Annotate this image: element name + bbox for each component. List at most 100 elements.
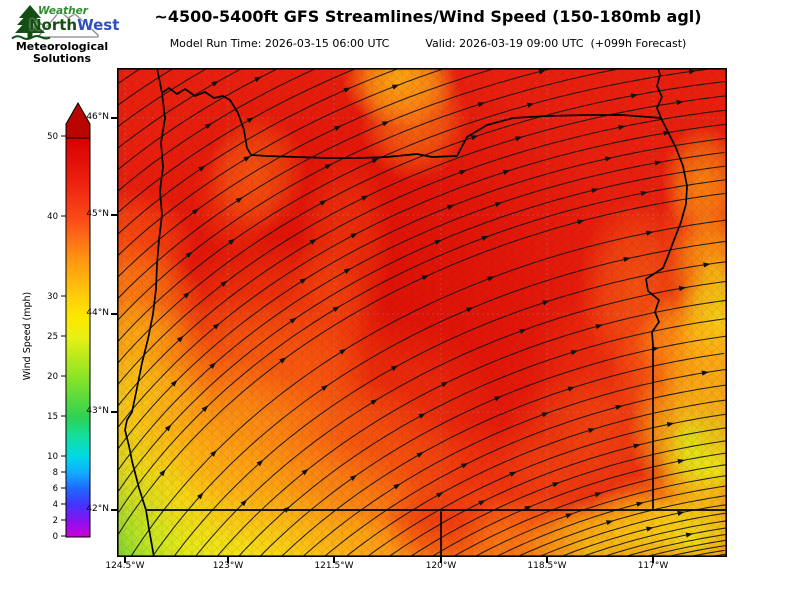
streamline-arrow-icon [183, 291, 191, 299]
logo-weather-text: Weather [38, 5, 88, 17]
streamline [453, 464, 727, 557]
lon-label: 117°W [637, 561, 669, 571]
colorbar-extend-arrow [65, 101, 91, 139]
streamline-arrow-icon [538, 69, 546, 75]
snake-river-idaho-border-line [645, 117, 688, 511]
streamline-arrow-icon [256, 459, 264, 467]
streamline [689, 549, 725, 558]
lat-label: 45°N [86, 209, 109, 219]
lat-tick-mark [111, 214, 117, 216]
streamline [117, 66, 143, 85]
streamline [259, 335, 727, 557]
streamline-arrow-icon [170, 379, 178, 387]
streamline-arrow-icon [487, 276, 495, 282]
streamline [625, 533, 729, 558]
streamline-arrow-icon [519, 328, 527, 334]
streamline-arrow-icon [279, 357, 287, 364]
streamline [117, 109, 728, 407]
streamline-arrow-icon [678, 286, 687, 292]
streamline-arrow-icon [636, 501, 644, 507]
streamline-arrow-icon [393, 483, 401, 490]
streamline-arrow-icon [618, 124, 626, 131]
streamline-arrow-icon [654, 160, 662, 166]
streamline [603, 527, 726, 558]
lon-tick-mark [124, 557, 126, 563]
streamline-arrow-icon [361, 195, 369, 201]
streamline-arrow-icon [623, 256, 631, 263]
streamline [367, 413, 727, 557]
streamline-arrow-icon [477, 102, 486, 108]
streamline-arrow-icon [434, 239, 442, 245]
streamline-arrow-icon [390, 365, 399, 372]
streamline-arrow-icon [370, 399, 378, 406]
lon-label: 121.5°W [314, 561, 354, 571]
streamline-arrow-icon [416, 452, 424, 458]
coastline-line [124, 67, 166, 558]
streamline-arrow-icon [594, 492, 603, 498]
mesh-texture [117, 68, 727, 557]
streamline-arrow-icon [228, 238, 236, 245]
colorbar-tick-label: 15 [47, 412, 58, 422]
streamline [668, 544, 728, 558]
streamline-arrow-icon [466, 307, 474, 313]
streamline-arrow-icon [478, 500, 486, 506]
lat-tick-mark [111, 117, 117, 119]
streamline-arrow-icon [210, 450, 217, 457]
logo-tree-mountain-icon [11, 5, 99, 40]
streamline-arrow-icon [447, 204, 455, 210]
streamline-arrow-icon [343, 87, 351, 93]
streamline [238, 317, 728, 557]
streamline-arrow-icon [640, 190, 648, 197]
streamline [117, 80, 726, 364]
streamline-arrow-icon [677, 458, 685, 464]
streamline-arrow-icon [349, 474, 357, 482]
streamline-arrow-icon [645, 230, 654, 236]
colorbar-tick-label: 0 [53, 532, 58, 542]
streamline-arrow-icon [633, 443, 641, 449]
logo-subtitle-line1: Meteorological [15, 40, 109, 53]
lat-tick-mark [111, 509, 117, 511]
streamline-arrow-icon [440, 381, 449, 388]
streamline-arrow-icon [289, 317, 297, 324]
colorbar-axis-label: Wind Speed (mph) [22, 292, 33, 380]
streamline-arrow-icon [688, 69, 697, 75]
streamline-arrow-icon [321, 384, 329, 392]
colorbar-tick-label: 2 [53, 516, 58, 526]
streamline-arrow-icon [509, 471, 517, 477]
streamline-arrow-icon [701, 370, 709, 376]
model-run-time: Model Run Time: 2026-03-15 06:00 UTC [169, 37, 390, 50]
streamline-arrow-icon [494, 202, 503, 208]
lon-tick-mark [440, 557, 442, 563]
streamline-arrow-icon [254, 76, 262, 83]
streamline [117, 66, 729, 343]
streamline-arrow-icon [460, 463, 469, 469]
streamline [517, 494, 729, 557]
streamline [324, 384, 729, 557]
streamline-arrow-icon [332, 306, 340, 313]
streamline [560, 512, 726, 557]
streamline-arrow-icon [350, 232, 358, 239]
streamline-arrow-icon [703, 262, 711, 268]
colorbar-tick-label: 10 [47, 452, 58, 462]
streamline-arrow-icon [502, 170, 511, 175]
streamline-arrow-icon [577, 219, 585, 225]
colorbar-tick-label: 20 [47, 372, 58, 382]
weathernorthwest-logo: Weather NorthWest Meteorological Solutio… [8, 4, 119, 66]
streamline [117, 151, 725, 472]
streamline-arrow-icon [588, 428, 596, 434]
lat-label: 44°N [86, 308, 109, 318]
streamline-arrow-icon [685, 532, 694, 538]
lat-tick-mark [111, 411, 117, 413]
streamline-arrow-icon [605, 156, 613, 162]
valid-time: Valid: 2026-03-19 09:00 UTC (+099h Forec… [425, 37, 687, 50]
streamline-arrow-icon [339, 348, 347, 355]
streamline-arrow-icon [418, 413, 426, 419]
colorbar-tick-label: 25 [47, 332, 58, 342]
streamline [117, 67, 244, 149]
streamline [117, 66, 361, 214]
streamline-arrow-icon [198, 165, 206, 172]
lat-label: 46°N [86, 112, 109, 122]
streamline [117, 66, 283, 171]
colorbar-tick-label: 4 [53, 500, 58, 510]
